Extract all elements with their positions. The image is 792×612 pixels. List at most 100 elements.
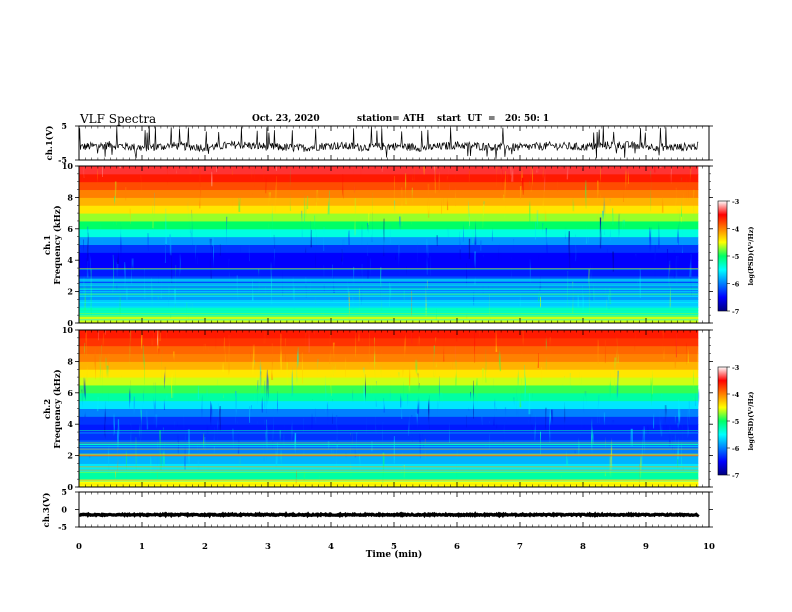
spectral-streak	[635, 253, 637, 267]
spectral-streak	[630, 428, 633, 446]
spectral-streak	[255, 375, 257, 390]
spectral-streak	[361, 223, 363, 245]
frequency-band	[79, 432, 699, 441]
frequency-band	[79, 181, 699, 191]
spectral-streak	[649, 227, 652, 252]
spectral-streak	[389, 211, 391, 244]
colorbar-label: log(PSD)(V²/Hz)	[747, 227, 755, 286]
spectral-streak	[606, 248, 608, 276]
x-tick-label: 5	[391, 542, 397, 552]
spectral-streak	[326, 392, 329, 429]
spectral-streak	[427, 244, 430, 258]
spectral-streak	[288, 333, 291, 373]
x-tick-label: 0	[76, 542, 82, 552]
spectral-streak	[498, 335, 502, 372]
y-tick-label: 6	[67, 388, 73, 398]
spectral-streak	[169, 282, 172, 318]
spectral-streak	[661, 185, 664, 213]
spectral-streak	[536, 166, 539, 173]
spectral-streak	[238, 198, 241, 212]
spectral-streak	[96, 397, 99, 412]
spectral-streak	[658, 217, 661, 249]
spectral-streak	[678, 399, 681, 434]
spectral-streak	[160, 349, 163, 380]
spectral-streak	[435, 337, 437, 368]
y-tick-label: 4	[67, 255, 73, 265]
spectral-streak	[280, 333, 282, 377]
spectral-streak	[85, 257, 88, 270]
ch3-panel-frame	[78, 491, 710, 528]
spectral-streak	[572, 354, 574, 366]
spectral-streak	[473, 380, 475, 419]
spectral-streak	[131, 258, 134, 285]
frequency-band	[79, 213, 699, 222]
spectral-streak	[467, 238, 471, 259]
spectral-streak	[382, 452, 385, 486]
spectral-streak	[576, 258, 578, 269]
spectral-streak	[102, 166, 104, 178]
spectral-streak	[455, 330, 458, 342]
spectral-streak	[569, 373, 572, 390]
frequency-band	[79, 361, 699, 370]
x-axis-label: Time (min)	[366, 549, 423, 560]
spectral-streak	[251, 273, 254, 301]
spectral-streak	[394, 200, 396, 235]
spectral-streak	[348, 230, 350, 246]
spectral-streak	[677, 423, 680, 460]
spectral-streak	[542, 167, 544, 207]
spectral-streak	[263, 439, 265, 462]
spectral-streak	[591, 453, 593, 487]
spectral-streak	[634, 330, 637, 361]
spectral-streak	[184, 433, 186, 470]
spectral-streak	[609, 437, 613, 481]
spectral-streak	[511, 166, 514, 182]
spectral-streak	[567, 270, 570, 308]
spectral-streak	[603, 412, 606, 426]
spectral-streak	[504, 407, 507, 449]
spectral-streak	[497, 243, 500, 271]
spectral-streak	[545, 227, 548, 266]
spectral-streak	[113, 403, 115, 436]
spectral-streak	[289, 259, 292, 282]
spectral-streak	[604, 340, 607, 364]
spectral-streak	[374, 337, 376, 381]
spectral-streak	[488, 294, 491, 322]
y-tick-label: -5	[58, 522, 67, 532]
spectral-streak	[94, 337, 97, 380]
spectral-streak	[405, 266, 407, 277]
spectral-streak	[507, 166, 509, 186]
spectral-streak	[675, 187, 677, 210]
spectral-streak	[471, 231, 475, 244]
spectral-streak	[382, 422, 384, 452]
spectral-streak	[203, 343, 206, 369]
spectral-streak	[208, 330, 210, 352]
y-tick-label: -5	[58, 155, 67, 165]
spectral-streak	[662, 330, 666, 360]
y-tick-label: 0	[67, 482, 73, 492]
spectral-streak	[186, 399, 189, 410]
spectral-streak	[572, 178, 575, 212]
frequency-band	[79, 166, 699, 175]
spectral-streak	[407, 394, 410, 436]
spectral-streak	[541, 367, 543, 382]
spectral-streak	[85, 166, 87, 169]
spectral-streak	[521, 330, 524, 355]
spectral-streak	[693, 209, 695, 243]
x-tick-label: 1	[139, 542, 145, 552]
ch2-spectrogram-image	[79, 330, 700, 488]
frequency-band	[79, 416, 699, 425]
spectral-streak	[90, 292, 92, 316]
spectral-streak	[199, 187, 202, 209]
spectral-streak	[88, 253, 91, 271]
spectral-streak	[162, 427, 166, 468]
spectral-streak	[529, 181, 531, 225]
spectral-streak	[163, 366, 166, 411]
spectral-streak	[504, 330, 507, 332]
spectral-streak	[323, 227, 325, 251]
spectral-streak	[403, 330, 406, 361]
spectral-streak	[571, 294, 573, 318]
spectral-streak	[649, 170, 652, 212]
spectral-streak	[678, 228, 680, 245]
spectral-streak	[641, 429, 644, 474]
spectral-streak	[231, 428, 234, 450]
